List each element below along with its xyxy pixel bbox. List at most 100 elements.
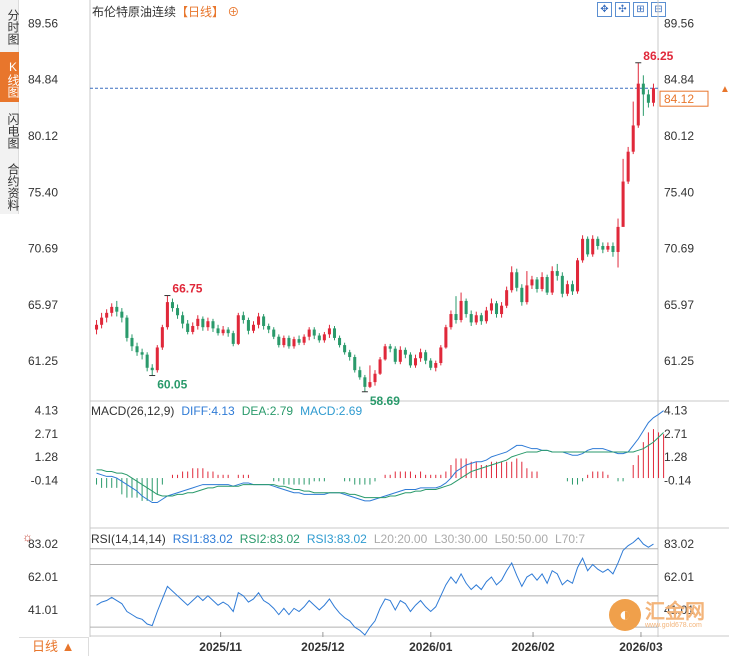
candle-body (246, 320, 250, 331)
tab-kline[interactable]: K线图 (0, 52, 20, 102)
candle-body (403, 349, 407, 355)
candle-body (494, 303, 499, 315)
candle-body (231, 333, 235, 344)
add-symbol-icon[interactable]: ⊕ (227, 5, 240, 19)
candle-body (540, 277, 544, 289)
candle-body (160, 327, 164, 348)
candle-body (307, 329, 311, 337)
candle-body (110, 306, 114, 313)
candle-body (515, 272, 519, 288)
rsi-l20-value: L20:20.00 (373, 532, 428, 546)
tab-contract-info[interactable]: 合约资料 (6, 162, 20, 211)
candle-body (560, 275, 564, 294)
price-axis-label-right: 75.40 (664, 185, 694, 199)
candle-body (368, 382, 372, 387)
candle-body (525, 285, 529, 303)
macd-axis-label-right: 1.28 (664, 450, 688, 464)
candle-body (616, 226, 620, 252)
candle-body (358, 370, 362, 378)
current-price-arrow-icon: ▲ (720, 84, 729, 95)
candle-body (474, 315, 478, 323)
macd-diff-line (96, 410, 664, 504)
candle-body (176, 308, 180, 316)
candle-body (155, 347, 159, 371)
instrument-name: 布伦特原油连续 (92, 5, 177, 19)
candle-body (520, 287, 524, 303)
candle-body (570, 284, 574, 292)
candle-body (606, 246, 610, 250)
candle-body (586, 238, 590, 255)
tab-flash-chart[interactable]: 闪电图 (6, 112, 20, 149)
zoom-in-icon[interactable]: ⊞ (633, 2, 648, 17)
candle-body (170, 302, 174, 309)
candle-body (591, 238, 595, 255)
candle-body (530, 279, 534, 286)
candle-body (105, 312, 109, 318)
candle-body (165, 302, 169, 328)
candle-body (206, 321, 210, 328)
move-icon[interactable]: ✥ (597, 2, 612, 17)
period-toggle-button[interactable]: 日线 ▲ (19, 637, 89, 656)
candle-body (576, 260, 580, 292)
current-price-box (659, 90, 709, 107)
candle-body (348, 352, 352, 358)
rsi-axis-label-right: 83.02 (664, 537, 694, 551)
candle-body (145, 354, 149, 368)
candle-body (550, 271, 554, 293)
macd-label: MACD(26,12,9) (91, 404, 175, 418)
candle-body (545, 277, 549, 293)
current-price-label: 84.12 (664, 92, 694, 106)
candle-body (302, 336, 306, 343)
chart-title: 布伦特原油连续【日线】 ⊕ (92, 3, 239, 20)
rsi-l70-value: L70:7 (555, 532, 586, 546)
candle-body (95, 324, 99, 330)
price-axis-label-left: 80.12 (28, 129, 58, 143)
candle-body (363, 377, 367, 387)
candle-body (191, 325, 195, 332)
candle-body (510, 272, 514, 291)
candle-body (327, 328, 331, 335)
candle-body (297, 339, 301, 343)
candle-body (535, 279, 539, 289)
watermark-logo-icon: ◐ (609, 599, 641, 631)
candle-body (565, 284, 569, 294)
candle-body (181, 315, 185, 324)
price-axis-label-right: 61.25 (664, 354, 694, 368)
price-axis-label-left: 75.40 (28, 185, 58, 199)
candle-body (353, 357, 357, 371)
price-axis-label-right: 70.69 (664, 242, 694, 256)
candle-body (646, 94, 650, 103)
candle-body (555, 271, 559, 276)
candle-body (322, 334, 326, 341)
candle-body (211, 321, 215, 329)
rsi-axis-label-left: 41.01 (28, 603, 58, 617)
candle-body (424, 352, 428, 361)
price-axis-label-right: 65.97 (664, 298, 694, 312)
rsi-legend: RSI(14,14,14) RSI1:83.02 RSI2:83.02 RSI3:83… (91, 532, 592, 546)
price-axis-label-right: 80.12 (664, 129, 694, 143)
candle-body (216, 328, 220, 334)
candle-body (388, 346, 392, 349)
left-sidebar: 分时图 K线图 闪电图 合约资料 (0, 0, 20, 214)
x-axis-label: 2026/01 (409, 640, 453, 654)
price-annotation: 58.69 (370, 394, 400, 408)
watermark: ◐ 汇金网 www.gold678.com (609, 599, 705, 631)
macd-axis-label-left: 2.71 (35, 427, 59, 441)
macd-legend: MACD(26,12,9) DIFF:4.13 DEA:2.79 MACD:2.69 (91, 404, 369, 418)
x-axis-label: 2025/12 (301, 640, 345, 654)
crosshair-icon[interactable]: ✣ (615, 2, 630, 17)
candle-body (241, 315, 245, 321)
tab-timeshare[interactable]: 分时图 (6, 8, 20, 45)
candle-body (484, 310, 488, 322)
rsi-axis-label-left: 62.01 (28, 570, 58, 584)
rsi-axis-label-right: 41.01 (664, 603, 694, 617)
candle-body (140, 352, 144, 355)
settings-gear-icon: ☼ (22, 530, 33, 544)
macd-dea-value: DEA:2.79 (241, 404, 294, 418)
candle-body (383, 346, 387, 360)
candle-body (150, 367, 154, 371)
rsi-line (96, 537, 654, 636)
macd-axis-label-left: 1.28 (35, 450, 59, 464)
price-axis-label-left: 65.97 (28, 298, 58, 312)
